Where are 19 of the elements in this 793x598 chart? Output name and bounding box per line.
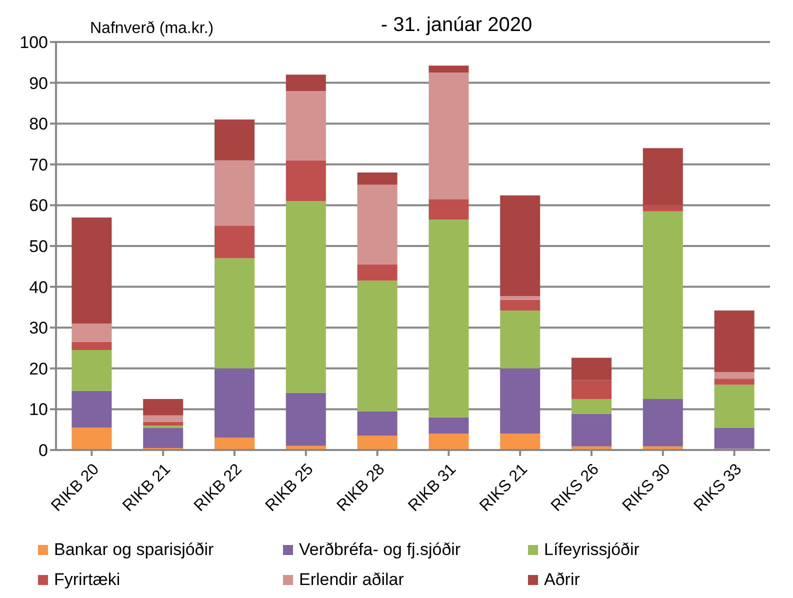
y-tick-label: 90 [29,74,48,93]
y-tick-label: 50 [29,237,48,256]
y-tick-label: 30 [29,318,48,338]
legend-label: Fyrirtæki [54,570,120,590]
y-tick-label: 70 [29,155,48,174]
y-tick-label: 80 [29,114,48,134]
legend-label: Aðrir [544,570,580,590]
chart-title: - 31. janúar 2020 [380,14,532,36]
legend-label: Verðbréfa- og fj.sjóðir [299,540,461,560]
y-tick-label: 60 [29,196,48,216]
legend-label: Lífeyrissjóðir [544,540,640,560]
y-axis-title: Nafnverð (ma.kr.) [90,20,214,38]
legend-label: Erlendir aðilar [299,570,404,590]
legend-label: Bankar og sparisjóðir [54,540,214,560]
y-tick-label: 10 [29,400,48,420]
y-tick-label: 100 [20,33,48,52]
y-tick-label: 20 [29,359,48,378]
y-tick-label: 0 [38,441,48,460]
y-tick-label: 40 [29,278,48,297]
